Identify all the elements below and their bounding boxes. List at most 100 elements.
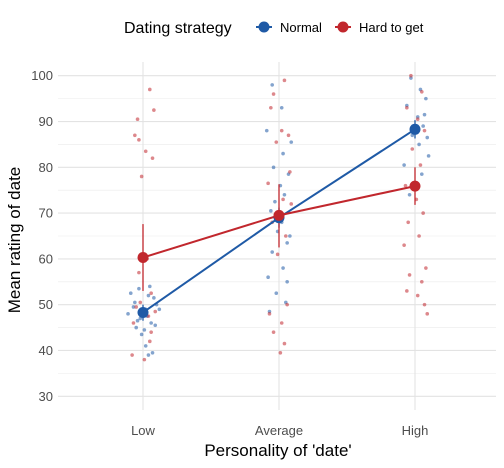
data-point [153,323,158,328]
data-point [143,344,148,348]
data-point [289,202,294,206]
x-axis-title: Personality of 'date' [204,441,351,460]
data-point [137,270,141,275]
mean-marker [409,123,421,135]
grid [58,62,496,410]
y-tick-label: 70 [39,206,53,221]
data-point [152,296,156,300]
data-point [405,289,409,293]
data-point [139,332,144,337]
data-point [421,124,425,128]
data-point [133,300,137,305]
data-point [407,192,412,197]
data-point [270,83,275,87]
data-point [420,89,424,94]
data-point [424,266,428,270]
data-point [137,286,141,291]
data-point [409,73,413,78]
data-point [269,105,273,110]
data-point [284,234,288,238]
data-point [267,312,272,316]
y-tick-label: 40 [39,343,53,358]
y-tick-labels: 30 40 50 60 70 80 90 100 [31,68,53,404]
data-point [148,339,152,344]
data-point [417,142,421,147]
data-point [150,350,155,355]
data-point [135,318,140,323]
data-point [266,181,270,186]
y-tick-label: 80 [39,160,53,175]
data-point [402,243,406,247]
data-point [281,197,285,202]
mean-marker [273,209,285,221]
y-tick-label: 60 [39,251,53,266]
data-point [424,96,428,101]
data-point [418,163,423,167]
data-point [131,321,136,325]
data-point [289,140,294,144]
data-point [410,147,415,151]
mean-marker [137,306,149,318]
data-point [415,117,420,122]
data-point [142,357,147,362]
data-point [153,309,158,314]
legend-key-marker [337,21,349,33]
data-point [149,291,153,296]
data-point [281,266,285,270]
data-point [126,312,130,316]
data-point [422,128,427,133]
legend-key-marker [258,21,270,33]
mean-marker [409,180,421,192]
data-point [425,312,430,316]
data-point [405,105,409,110]
data-point [142,328,147,332]
data-point [143,149,148,154]
data-point [281,151,285,156]
data-point [269,209,273,213]
data-point [271,165,276,170]
x-tick-label: Average [255,423,303,438]
data-point [417,234,421,238]
y-tick-label: 90 [39,114,53,129]
legend-title: Dating strategy [124,20,232,37]
data-point [149,330,153,334]
x-tick-label: High [402,423,429,438]
data-point [273,199,277,204]
legend-label: Normal [280,20,322,35]
y-tick-label: 100 [31,68,53,83]
data-point [270,250,275,254]
data-point [279,321,284,325]
data-point [425,135,430,140]
data-point [134,305,138,309]
data-point [271,330,276,334]
legend: Dating strategy Normal Hard to get [124,20,424,37]
data-point [139,174,144,179]
data-point [274,140,279,144]
data-point [264,128,269,133]
data-point [421,211,425,215]
data-point [133,133,137,138]
data-point [285,302,289,307]
data-point [128,291,133,296]
y-axis-title: Mean rating of date [5,167,24,313]
data-point [415,293,420,298]
data-point [288,170,292,174]
data-point [288,234,292,238]
data-point [282,78,287,83]
x-tick-label: Low [131,423,155,438]
mean-markers [137,123,421,318]
data-point [134,325,138,330]
data-point [138,300,143,305]
data-point [130,353,134,357]
data-point [148,284,152,289]
data-point [420,172,424,176]
mean-marker [137,252,149,264]
data-point [275,252,280,257]
y-tick-label: 50 [39,297,53,312]
data-point [135,117,140,122]
data-point [131,305,136,309]
data-point [266,275,270,280]
data-point [150,156,155,160]
data-point [282,341,287,346]
